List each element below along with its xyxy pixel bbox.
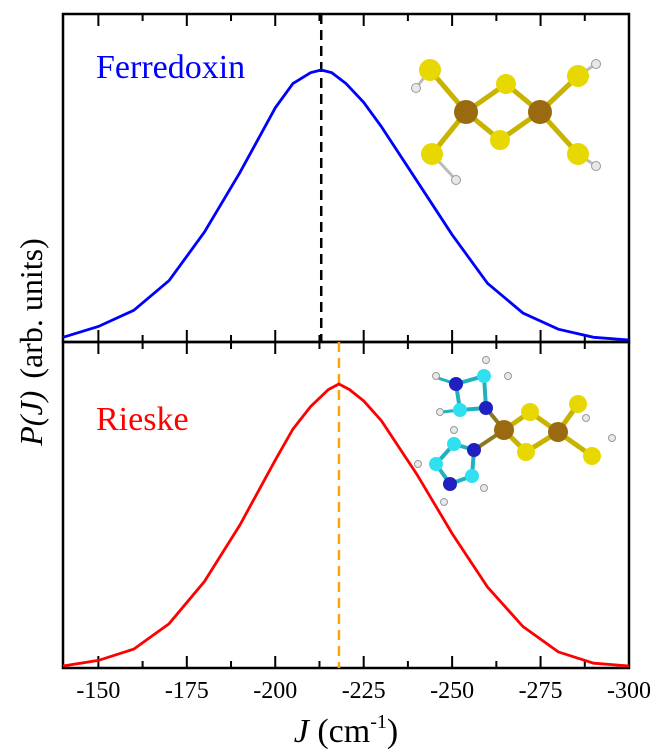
x-tick-label: -300 xyxy=(607,678,651,704)
svg-text:P(J)(arb. units): P(J) (arb. units) xyxy=(13,238,49,446)
y-axis-unit: (arb. units) xyxy=(13,238,49,378)
x-axis-unit-open: (cm xyxy=(309,713,370,750)
x-tick-label: -275 xyxy=(519,678,563,704)
x-axis-unit-close: ) xyxy=(387,713,398,750)
ferredoxin-molecule-icon xyxy=(411,59,601,185)
panel-ferredoxin: Ferredoxin xyxy=(61,12,631,344)
x-tick-label: -250 xyxy=(430,678,474,704)
x-axis-label: J (cm-1) xyxy=(294,711,398,750)
x-tick-label: -225 xyxy=(342,678,386,704)
x-tick-labels: -150 -175 -200 -225 -250 -275 -300 xyxy=(76,678,651,704)
rieske-molecule-icon xyxy=(414,356,616,506)
panel-rieske: Rieske xyxy=(61,340,631,670)
x-axis-unit-exponent: -1 xyxy=(370,711,387,733)
ferredoxin-curve xyxy=(62,68,630,342)
x-tick-label: -175 xyxy=(165,678,209,704)
x-tick-label: -150 xyxy=(76,678,120,704)
x-tick-label: -200 xyxy=(253,678,297,704)
rieske-curve xyxy=(62,382,630,668)
bottom-panel-ticks xyxy=(97,342,630,668)
rieske-label: Rieske xyxy=(96,401,189,438)
ferredoxin-label: Ferredoxin xyxy=(96,49,245,86)
y-axis-label: P(J) (arb. units) xyxy=(13,238,49,446)
x-axis-symbol: J xyxy=(294,713,311,750)
y-axis-symbol: P(J) xyxy=(13,391,49,447)
panel-bottom-frame xyxy=(61,340,631,670)
